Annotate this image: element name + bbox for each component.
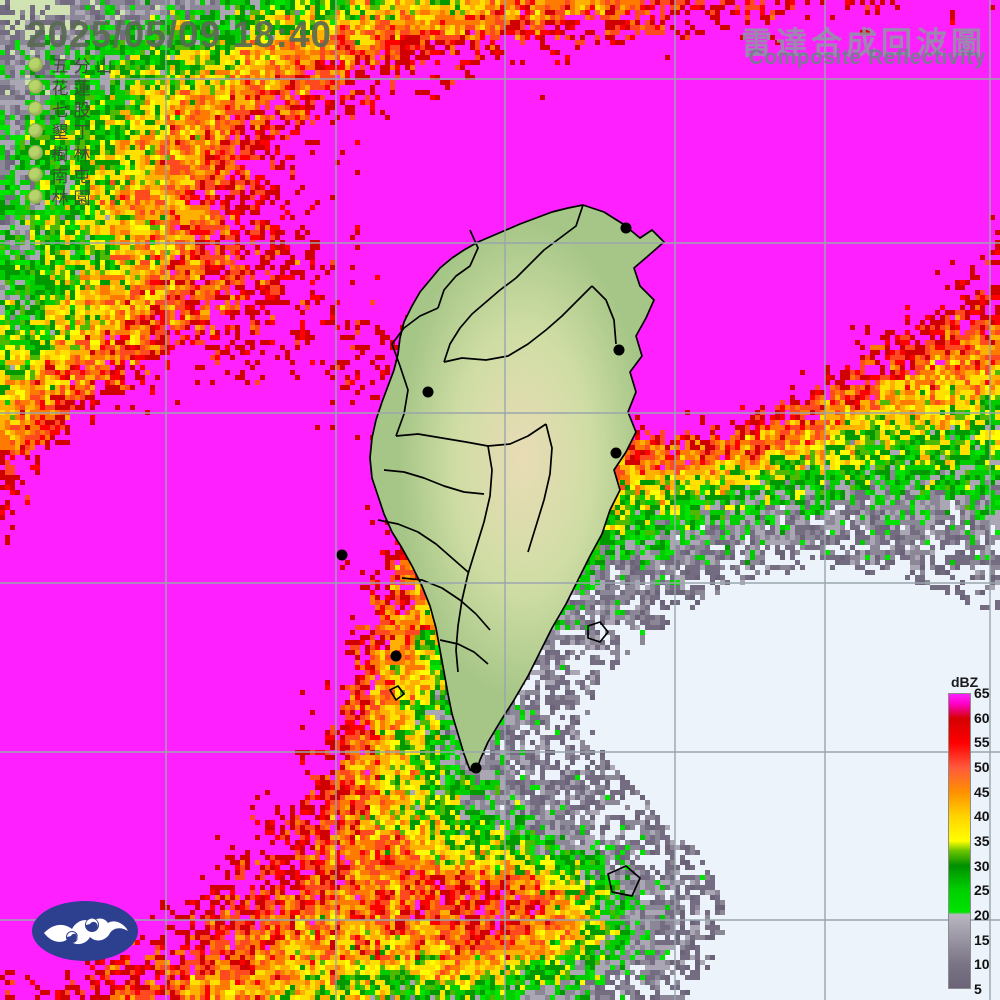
station-dot-icon bbox=[28, 79, 43, 94]
radar-station-label: 南屯 bbox=[51, 167, 91, 187]
title-chinese: 雷達合成回波圖 bbox=[741, 26, 986, 61]
station-dot-icon bbox=[28, 189, 43, 204]
radar-station-item: 南屯 bbox=[28, 164, 115, 187]
dbz-tick-label: 5 bbox=[974, 981, 982, 997]
dbz-tick-label: 55 bbox=[974, 734, 990, 751]
radar-station-label: 五分山 bbox=[51, 57, 113, 77]
dbz-tick-label: 40 bbox=[974, 808, 990, 825]
title-english: Composite Reflectivity bbox=[748, 46, 986, 69]
radar-station-label: 墾丁 bbox=[51, 123, 91, 143]
station-dot-icon bbox=[28, 123, 43, 138]
county-boundaries bbox=[369, 204, 665, 897]
dbz-color-scale: dBZ 65 60 55 50 45 40 35 30 25 20 15 10 5 bbox=[946, 674, 1000, 997]
dbz-tick-label: 30 bbox=[974, 857, 990, 874]
station-dot-icon bbox=[28, 145, 43, 160]
dbz-tick-label: 65 bbox=[974, 685, 990, 701]
radar-station-item: 五分山 bbox=[28, 54, 115, 77]
radar-station-label: 花蓮 bbox=[51, 79, 91, 99]
dbz-tick-label: 15 bbox=[974, 931, 990, 948]
station-dot-icon bbox=[28, 57, 43, 72]
radar-station-item: 墾丁 bbox=[28, 120, 115, 143]
cwa-logo bbox=[32, 901, 138, 961]
dbz-tick-label: 45 bbox=[974, 783, 990, 800]
radar-station-item: 樹林 bbox=[28, 142, 115, 165]
dbz-color-bar bbox=[948, 693, 971, 989]
dbz-tick-label: 50 bbox=[974, 759, 990, 775]
station-dot-icon bbox=[28, 101, 43, 116]
dbz-tick-label: 35 bbox=[974, 833, 990, 849]
dbz-scale-title: dBZ bbox=[951, 674, 979, 690]
radar-station-item: 七股 bbox=[28, 98, 115, 121]
radar-station-label: 七股 bbox=[51, 101, 91, 121]
radar-station-label: 樹林 bbox=[51, 145, 91, 165]
station-dot-icon bbox=[28, 167, 43, 182]
dbz-tick-label: 60 bbox=[974, 709, 990, 726]
radar-station-legend: 五分山花蓮七股墾丁樹林南屯林園 bbox=[28, 54, 115, 209]
radar-station-markers bbox=[336, 222, 632, 774]
radar-station-label: 林園 bbox=[51, 189, 91, 209]
dbz-tick-label: 10 bbox=[974, 956, 990, 973]
timestamp-label: 2025/05/09 18:40 bbox=[26, 14, 333, 55]
radar-station-item: 花蓮 bbox=[28, 76, 115, 99]
dbz-tick-label: 25 bbox=[974, 882, 990, 899]
radar-station-item: 林園 bbox=[28, 186, 115, 209]
dbz-tick-label: 20 bbox=[974, 907, 990, 923]
